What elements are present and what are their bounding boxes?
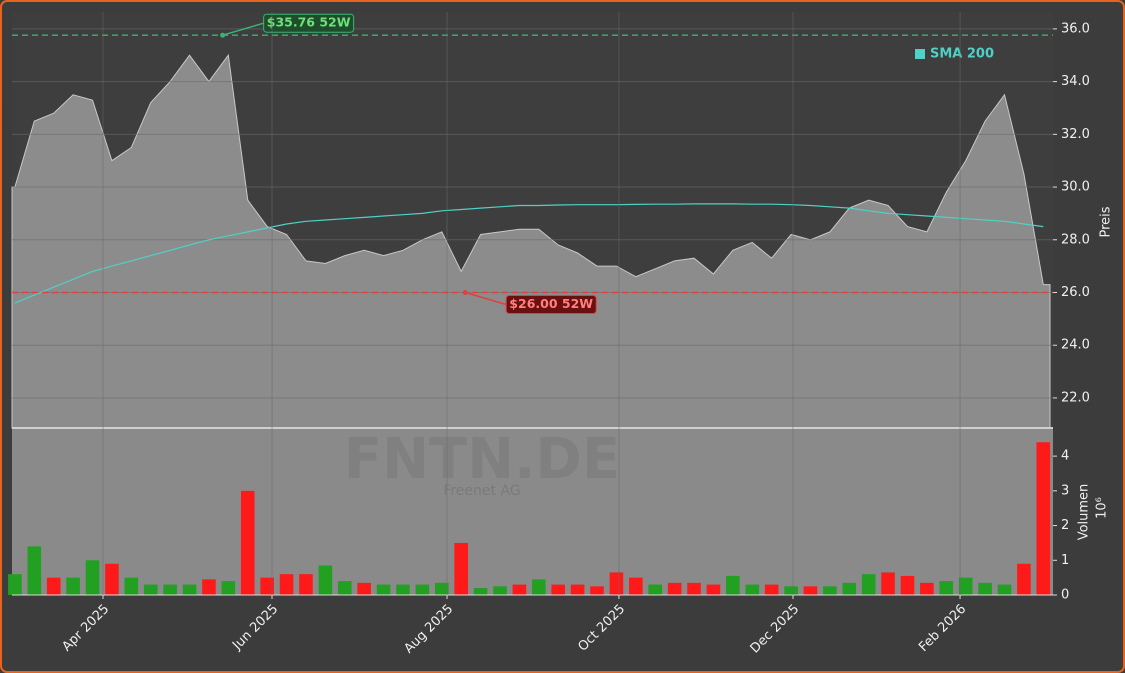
- arrow-head: [220, 32, 226, 38]
- volume-bar: [357, 582, 371, 595]
- volume-bar: [221, 581, 236, 595]
- volume-bar: [182, 584, 197, 595]
- annotation-arrow: [222, 22, 264, 36]
- y-tick-label: 2: [1061, 518, 1069, 533]
- volume-bar: [66, 577, 80, 595]
- volume-bar: [260, 577, 274, 595]
- volume-bar: [512, 584, 527, 595]
- volume-bar: [396, 584, 410, 595]
- volume-bar: [842, 582, 857, 595]
- volume-bar: [687, 582, 701, 595]
- volume-bar: [279, 574, 294, 595]
- price-area: [11, 53, 1051, 429]
- volume-bar: [532, 579, 546, 595]
- volume-bar: [920, 582, 934, 595]
- volume-bar: [784, 586, 798, 595]
- volume-bar: [629, 577, 643, 595]
- volume-bar: [493, 586, 507, 595]
- y-scale-label: 10⁶: [1095, 497, 1110, 519]
- volume-bar: [803, 586, 818, 595]
- y-tick-label: 30.0: [1061, 180, 1090, 195]
- y-tick-label: 4: [1061, 449, 1069, 464]
- volume-bar: [570, 584, 585, 595]
- y-tick-label: 28.0: [1061, 232, 1090, 247]
- y-tick-label: 1: [1061, 553, 1069, 568]
- annotation-arrow: [464, 291, 507, 306]
- volume-bar: [648, 584, 663, 595]
- annotation-box: [263, 13, 355, 33]
- volume-bar: [27, 546, 42, 595]
- volume-bar: [551, 584, 566, 595]
- volume-bar: [590, 586, 604, 595]
- volume-bar: [609, 572, 624, 595]
- volume-bar: [764, 584, 779, 595]
- volume-bar: [1017, 563, 1031, 595]
- volume-bar: [939, 581, 954, 595]
- volume-bar: [46, 577, 61, 595]
- volume-bar: [881, 572, 895, 595]
- annotation-box: [505, 294, 597, 314]
- volume-bar: [978, 582, 992, 595]
- legend-swatch: [915, 49, 925, 59]
- volume-bar: [706, 584, 721, 595]
- volume-bar: [473, 588, 488, 595]
- volume-bar: [240, 490, 255, 595]
- volume-bar: [415, 584, 430, 595]
- sma-line: [14, 203, 1044, 304]
- y-tick-label: 36.0: [1061, 21, 1090, 36]
- y-tick-label: 24.0: [1061, 338, 1090, 353]
- volume-bar: [900, 575, 915, 595]
- y-tick-label: 0: [1061, 588, 1069, 603]
- legend-label: SMA 200: [930, 47, 994, 62]
- y-tick-label: 34.0: [1061, 74, 1090, 89]
- volume-bar: [163, 584, 177, 595]
- volume-bar: [124, 577, 139, 595]
- volume-bar: [997, 584, 1012, 595]
- volume-bar: [376, 584, 391, 595]
- volume-bar: [318, 565, 333, 595]
- annotation-label: $26.00 52W: [509, 296, 593, 311]
- volume-bar: [726, 575, 740, 595]
- annotation-label: $35.76 52W: [267, 15, 351, 30]
- volume-bar: [454, 542, 468, 595]
- volume-bar: [1036, 442, 1051, 595]
- arrow-head: [462, 289, 468, 295]
- volume-bar: [143, 584, 158, 595]
- y-axis-label: Preis: [1099, 206, 1114, 237]
- volume-bar: [667, 582, 682, 595]
- ticker-watermark: FNTN.DE: [344, 427, 620, 492]
- volume-bar: [8, 574, 22, 595]
- volume-bar: [337, 581, 352, 595]
- volume-panel: [12, 428, 1053, 595]
- volume-bar: [958, 577, 973, 595]
- volume-bar: [202, 579, 216, 595]
- volume-bar: [299, 574, 313, 595]
- volume-bar: [861, 574, 876, 595]
- volume-bar: [745, 584, 760, 595]
- volume-bar: [823, 586, 837, 595]
- y-tick-label: 22.0: [1061, 390, 1090, 405]
- volume-bar: [85, 560, 100, 595]
- company-watermark: Freenet AG: [443, 483, 520, 499]
- y-axis-label: Volumen: [1077, 484, 1092, 541]
- y-tick-label: 26.0: [1061, 285, 1090, 300]
- y-tick-label: 3: [1061, 483, 1069, 498]
- volume-bar: [105, 563, 119, 595]
- y-tick-label: 32.0: [1061, 127, 1090, 142]
- volume-bar: [434, 582, 449, 595]
